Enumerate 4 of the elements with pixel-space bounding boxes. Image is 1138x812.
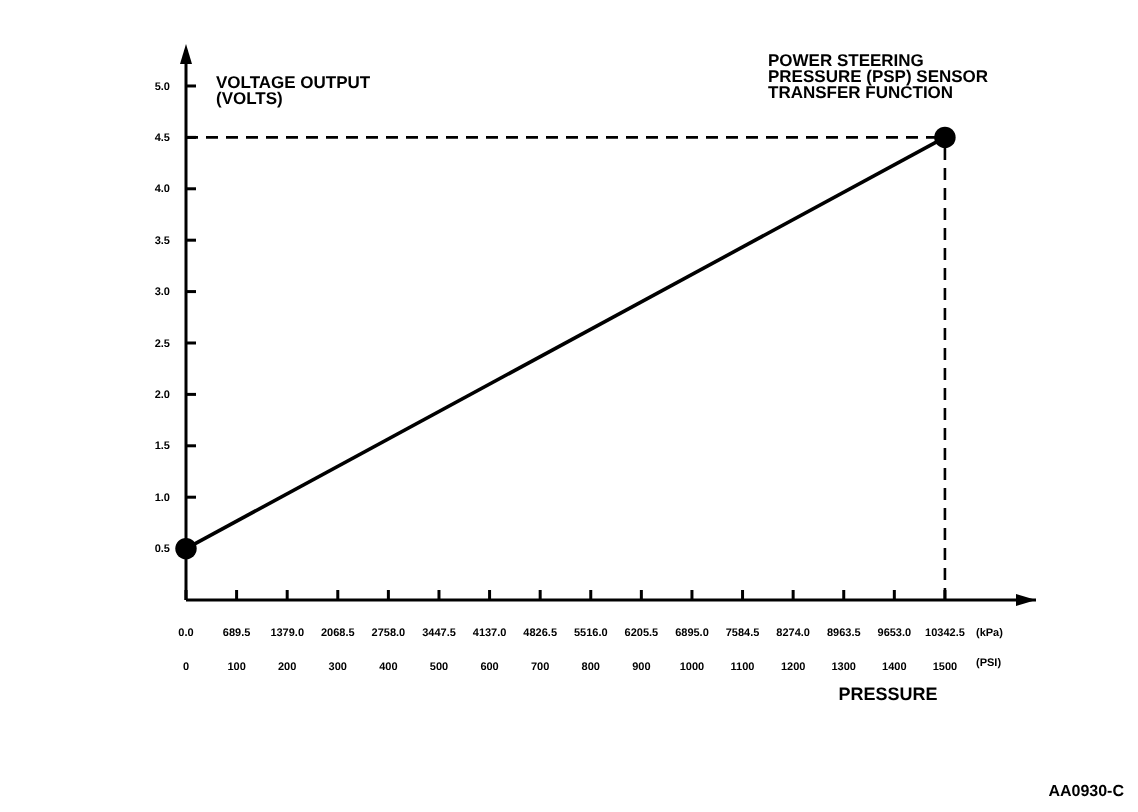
y-axis-title: VOLTAGE OUTPUT (VOLTS) [216,72,372,109]
x-axis-title: PRESSURE [838,684,938,704]
text: AA0930-C [1048,782,1125,800]
text: POWER STEERING PRESSURE (PSP) SENSOR TRANSFER FUNCTION [768,50,989,103]
